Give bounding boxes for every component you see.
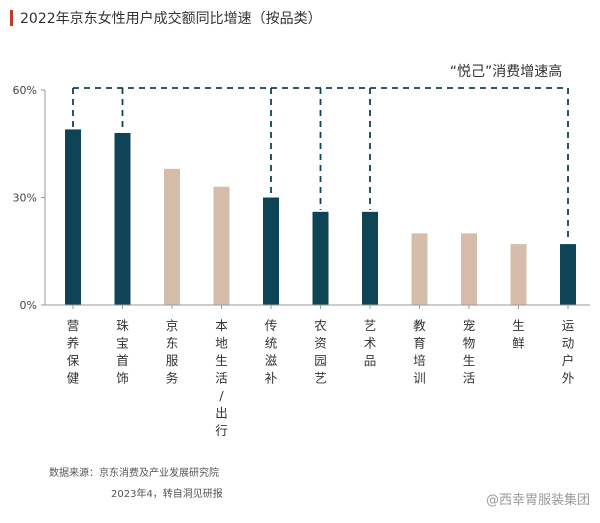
category-label-char: 东 [166,336,179,351]
category-label-char: 教 [413,318,426,333]
category-label-char: 生 [512,318,525,333]
category-label-char: 服 [166,353,179,368]
title-accent-bar [10,10,13,26]
category-label-char: 户 [562,353,575,368]
category-label-char: 传 [265,318,278,333]
category-label-char: 培 [413,353,426,368]
category-label-char: 鲜 [512,336,525,351]
chart-category-labels: 营养保健珠宝首饰京东服务本地生活/出行传统滋补农资园艺艺术品教育培训宠物生活生鲜… [67,318,575,438]
category-label-char: 首 [116,353,129,368]
bar-normal [213,186,230,305]
chart-title: 2022年京东女性用户成交额同比增速（按品类） [20,11,322,27]
category-label-char: 活 [215,371,228,386]
category-label-char: 运 [562,318,575,333]
category-label-char: 补 [265,371,278,386]
chart-axes: 0% 30% 60% [13,84,590,312]
category-label-char: 务 [166,371,179,386]
category-label-char: 京 [166,318,179,333]
category-label-char: 健 [67,371,80,386]
bar-normal [411,233,428,305]
bar-normal [461,233,477,305]
category-label-char: 艺 [364,318,377,333]
category-label-char: 饰 [116,371,129,386]
bar-highlighted [263,197,279,305]
bar-highlighted [114,133,131,305]
source-text: 数据来源：京东消费及产业发展研究院 [49,468,219,479]
category-label-char: 育 [413,336,426,351]
category-label-char: 艺 [314,371,327,386]
annotation-label: “悦己”消费增速高 [450,63,563,80]
category-label-char: 本 [215,318,228,333]
category-label-char: 外 [562,371,575,386]
category-label-char: 动 [562,336,575,351]
category-label-char: 品 [364,353,377,368]
category-label-char: 宝 [116,336,129,351]
chart-bars [65,129,576,305]
annotation-connectors [72,87,569,243]
category-label-char: 农 [314,318,327,333]
category-label-char: 统 [265,336,278,351]
category-label-char: 地 [215,336,228,351]
category-label-char: / [219,388,224,403]
category-label-char: 保 [67,353,80,368]
category-label-char: 生 [463,353,476,368]
category-label-char: 术 [364,336,377,351]
category-label: 生鲜 [512,318,525,351]
category-label: 艺术品 [364,318,377,368]
bar-highlighted [362,211,378,305]
category-label-char: 养 [67,336,80,351]
category-label-char: 物 [463,336,476,351]
bar-highlighted [65,129,81,305]
category-label-char: 训 [413,371,426,386]
bar-highlighted [560,244,576,305]
watermark: @西幸胃服装集团 [485,493,590,508]
category-label-char: 资 [314,336,327,351]
bar-highlighted [312,211,329,305]
bar-normal [510,244,527,305]
y-tick-label: 30% [13,192,37,205]
category-label-char: 营 [67,318,80,333]
category-label-char: 宠 [463,318,476,333]
y-tick-label: 60% [13,84,37,97]
category-label-char: 园 [314,353,327,368]
bar-normal [164,168,180,305]
category-label-char: 行 [215,423,228,438]
category-label-char: 活 [463,371,476,386]
category-label-char: 生 [215,353,228,368]
category-label-char: 出 [215,406,228,421]
category-label-char: 珠 [116,318,129,333]
category-label-char: 滋 [265,353,278,368]
source-note: 2023年4，转自洞见研报 [111,489,223,500]
y-tick-label: 0% [20,299,37,312]
